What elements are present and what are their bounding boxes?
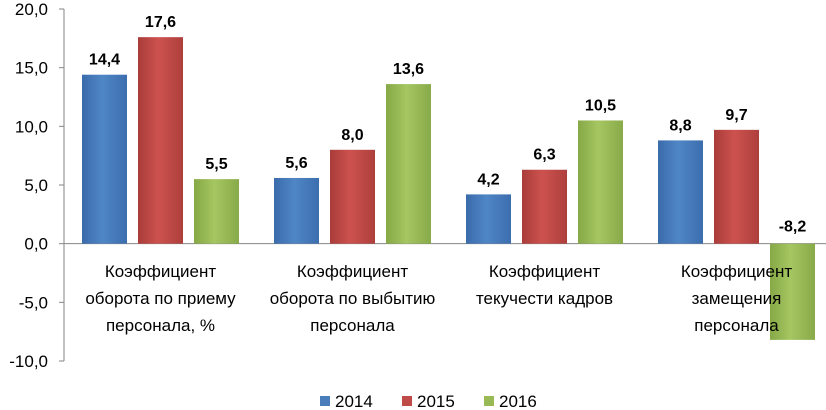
data-label: 5,6 (285, 155, 307, 172)
y-tick-label: 10,0 (15, 117, 48, 136)
y-tick-label: -5,0 (19, 293, 48, 312)
legend-swatch-2016 (484, 396, 494, 406)
bar-2016 (386, 84, 431, 244)
y-tick-label: 0,0 (24, 235, 48, 254)
bar-2015 (522, 169, 567, 244)
category-label: Коэффициент текучести кадров (476, 262, 613, 308)
legend-swatch-2015 (402, 396, 412, 406)
data-label: 4,2 (477, 171, 499, 188)
data-label: 10,5 (585, 97, 616, 114)
data-label: 5,5 (205, 156, 227, 173)
data-label: 6,3 (533, 147, 555, 164)
y-tick-label: 5,0 (24, 176, 48, 195)
bar-2016 (770, 243, 815, 340)
legend-label-2015: 2015 (417, 392, 455, 410)
category-label: Коэффициент замещения персонала (681, 262, 793, 335)
bar-2014 (274, 177, 319, 244)
bar-2014 (658, 140, 703, 244)
data-label: 9,7 (725, 107, 747, 124)
data-label: 13,6 (393, 61, 424, 78)
legend-swatch-2014 (320, 396, 330, 406)
category-label: Коэффициент оборота по выбытию персонала (270, 262, 436, 335)
category-label: Коэффициент оборота по приему персонала, % (85, 262, 236, 335)
data-label: -8,2 (779, 219, 807, 236)
data-label: 8,8 (669, 117, 691, 134)
y-tick-label: 15,0 (15, 59, 48, 78)
y-tick-label: 20,0 (15, 0, 48, 19)
bar-2015 (330, 149, 375, 244)
legend-label-2016: 2016 (499, 392, 537, 410)
y-tick-label: -10,0 (9, 352, 48, 371)
data-label: 17,6 (145, 14, 176, 31)
bar-2015 (138, 37, 183, 244)
legend-label-2014: 2014 (335, 392, 373, 410)
bar-2014 (82, 74, 127, 244)
data-label: 8,0 (341, 127, 363, 144)
bar-2016 (578, 120, 623, 244)
data-label: 14,4 (89, 52, 120, 69)
bar-2015 (714, 129, 759, 244)
bar-2014 (466, 194, 511, 244)
bar-2016 (194, 179, 239, 244)
